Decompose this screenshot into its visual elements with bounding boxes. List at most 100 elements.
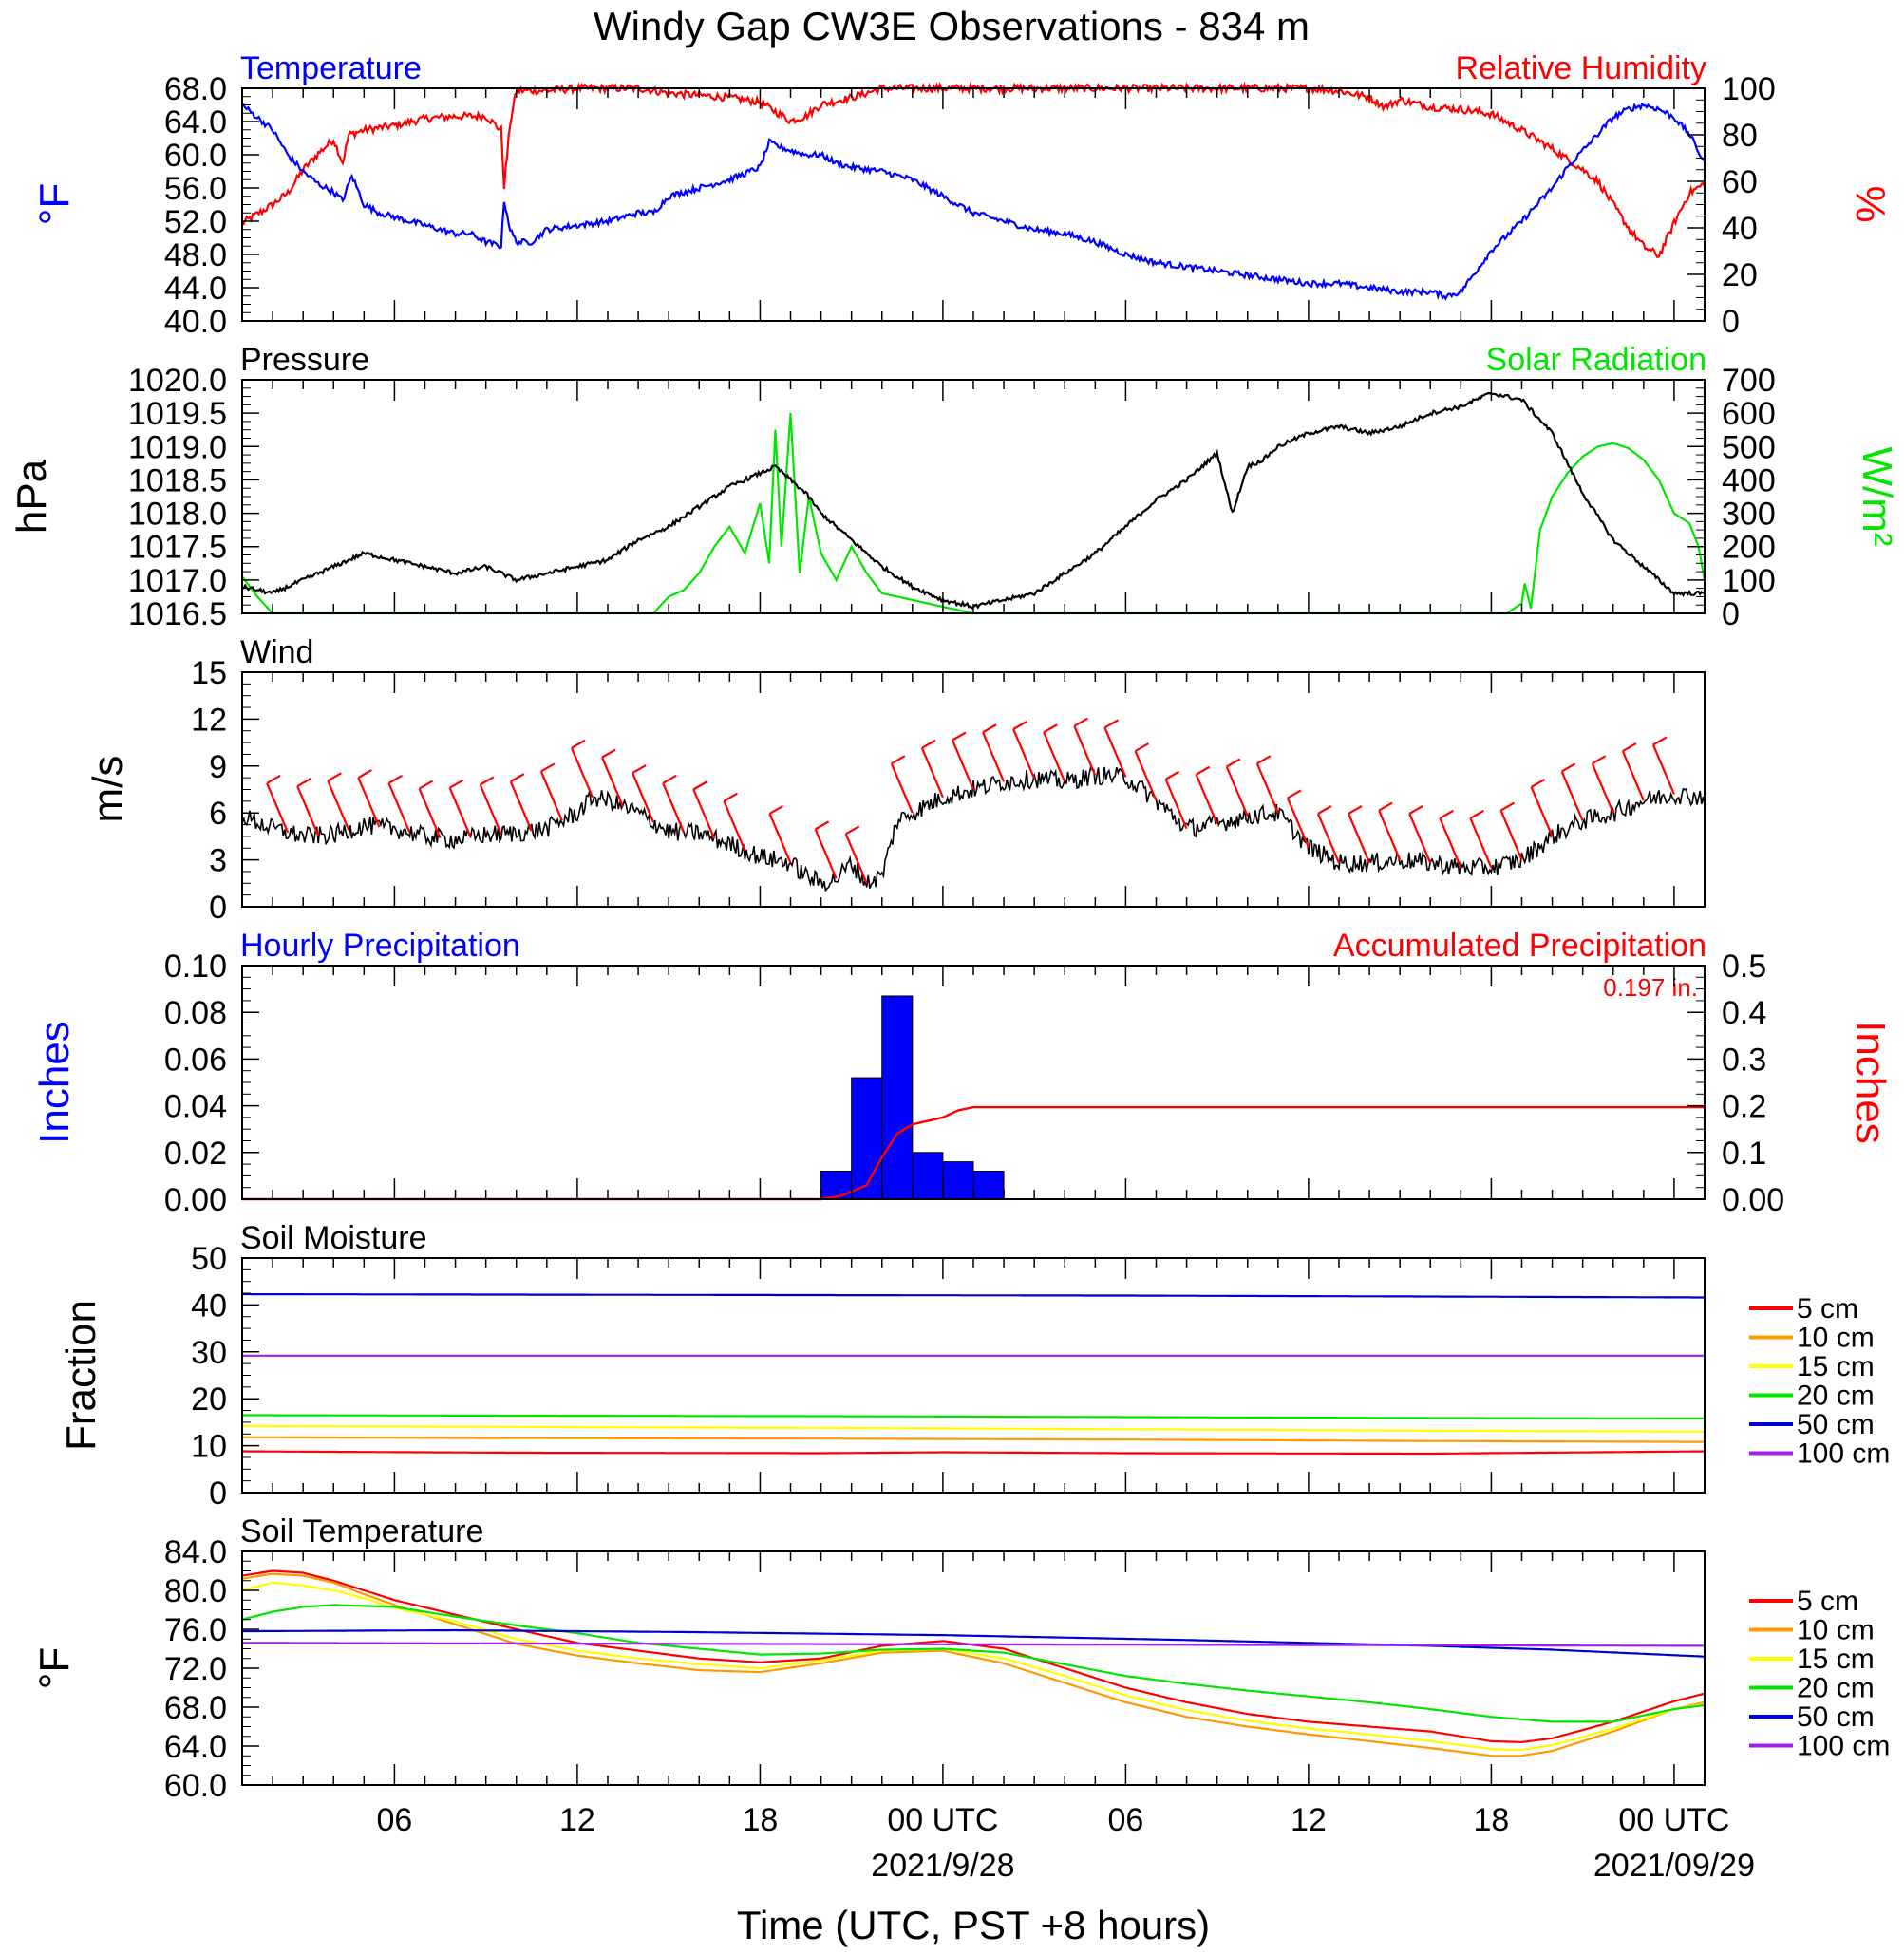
y-tick-label: 200 (1722, 530, 1776, 566)
y-tick-label: 1019.5 (128, 396, 227, 432)
wind-barb-staff (1255, 762, 1279, 814)
wind-barb-staff (570, 747, 594, 799)
wind-barb-staff (1408, 813, 1432, 864)
wind-barb (1560, 762, 1584, 821)
x-tick-label: 18 (743, 1802, 779, 1838)
y-tick-label: 60.0 (164, 138, 227, 174)
wind-barb (539, 762, 563, 821)
wind-barb (509, 773, 533, 832)
wind-barb-staff (296, 785, 320, 836)
panel-right-title: Solar Radiation (1486, 342, 1706, 378)
y-tick-label: 0 (209, 1475, 227, 1512)
soil-series-line (242, 1450, 1706, 1456)
y-tick-label: 3 (209, 843, 227, 879)
y-tick-label: 400 (1722, 462, 1776, 498)
y-tick-label: 1016.5 (128, 596, 227, 632)
x-tick-label: 18 (1474, 1802, 1510, 1838)
plot-frame (241, 1550, 1706, 1786)
wind-barb-flag (1287, 789, 1302, 799)
wind-barb-staff (662, 782, 686, 834)
panel-left-title: Temperature (240, 50, 422, 86)
plot-frame (241, 379, 1706, 614)
legend-label: 20 cm (1797, 1381, 1875, 1412)
y-tick-label: 30 (191, 1335, 227, 1371)
y-tick-label: 0 (209, 890, 227, 926)
wind-barb-staff (1651, 744, 1675, 795)
pressure-line (241, 391, 1706, 610)
wind-barb-flag (1439, 809, 1454, 819)
chart-title: Windy Gap CW3E Observations - 834 m (594, 4, 1310, 48)
wind-barb-flag (1408, 804, 1423, 815)
wind-barb-flag (601, 748, 616, 759)
wind-barb-staff (266, 782, 290, 834)
wind-barb-flag (921, 739, 936, 749)
wind-barb (1348, 804, 1371, 864)
x-axis-label: Time (UTC, PST +8 hours) (737, 1903, 1210, 1947)
wind-barb-staff (1286, 797, 1310, 848)
wind-barb (723, 792, 746, 852)
legend-label: 100 cm (1797, 1731, 1890, 1762)
legend-label: 50 cm (1797, 1701, 1875, 1733)
wind-barb-flag (1012, 721, 1027, 730)
panel-left-title: Pressure (240, 342, 369, 378)
y-tick-label: 0.5 (1722, 949, 1766, 985)
soil-series-line (242, 1436, 1705, 1443)
legend-label: 10 cm (1797, 1615, 1875, 1646)
soil-series-line (242, 1642, 1705, 1647)
wind-barb-staff (1348, 813, 1371, 864)
wind-barb-staff (1378, 810, 1402, 861)
wind-barb-flag (1103, 719, 1119, 729)
wind-barb (1043, 723, 1066, 782)
wind-barb-staff (723, 800, 746, 852)
y-tick-label: 300 (1722, 497, 1776, 533)
y-tick-label: 72.0 (164, 1651, 227, 1687)
wind-barb-flag (723, 792, 738, 802)
y-tick-label: 80 (1722, 118, 1758, 154)
y-tick-label: 1018.5 (128, 462, 227, 498)
y-tick-label: 100 (1722, 563, 1776, 599)
wind-barb (1134, 742, 1158, 801)
wind-barb-flag (1226, 758, 1241, 768)
wind-barb-flag (1317, 804, 1332, 815)
wind-barb (920, 739, 944, 799)
wind-barb (1530, 778, 1554, 837)
y-tick-label: 700 (1722, 363, 1776, 399)
wind-barb-flag (1561, 762, 1576, 773)
y-tick-label: 48.0 (164, 237, 227, 273)
y-tick-label: 68.0 (164, 1690, 227, 1726)
y-tick-label: 0.04 (164, 1089, 227, 1125)
solar-radiation-line (241, 413, 1706, 615)
x-date-label: 2021/09/29 (1593, 1848, 1755, 1884)
x-tick-label: 06 (377, 1802, 413, 1838)
wind-barb-staff (844, 833, 868, 884)
wind-barb-flag (952, 731, 967, 742)
y-tick-label: 10 (191, 1429, 227, 1465)
soil-series-line (242, 1292, 1705, 1299)
wind-barb (662, 774, 686, 834)
y-tick-label: 1018.0 (128, 497, 227, 533)
wind-barb-staff (539, 771, 563, 821)
panel-right-title: Relative Humidity (1455, 50, 1706, 86)
y-tick-label: 1019.0 (128, 429, 227, 465)
left-y-axis-label: hPa (9, 459, 55, 534)
wind-barb-staff (327, 780, 350, 831)
panel-title: Wind (240, 634, 313, 670)
wind-barb-staff (1164, 779, 1188, 830)
wind-barb-flag (662, 774, 677, 784)
left-y-axis-label: °F (31, 183, 78, 225)
wind-barb-flag (327, 772, 342, 782)
right-y-axis-label: Inches (1847, 1021, 1894, 1144)
wind-barb-flag (296, 778, 311, 788)
wind-barb-staff (1134, 750, 1158, 801)
wind-barb (601, 748, 625, 808)
wind-barb-staff (1012, 728, 1036, 780)
wind-barb (1591, 755, 1614, 814)
y-tick-label: 40 (1722, 211, 1758, 247)
y-tick-label: 20 (191, 1381, 227, 1418)
wind-barb (1286, 789, 1310, 848)
y-tick-label: 52.0 (164, 204, 227, 240)
x-tick-label: 00 UTC (887, 1802, 998, 1838)
hourly-precip-bar (851, 1077, 883, 1200)
plot-frame (241, 1257, 1706, 1494)
